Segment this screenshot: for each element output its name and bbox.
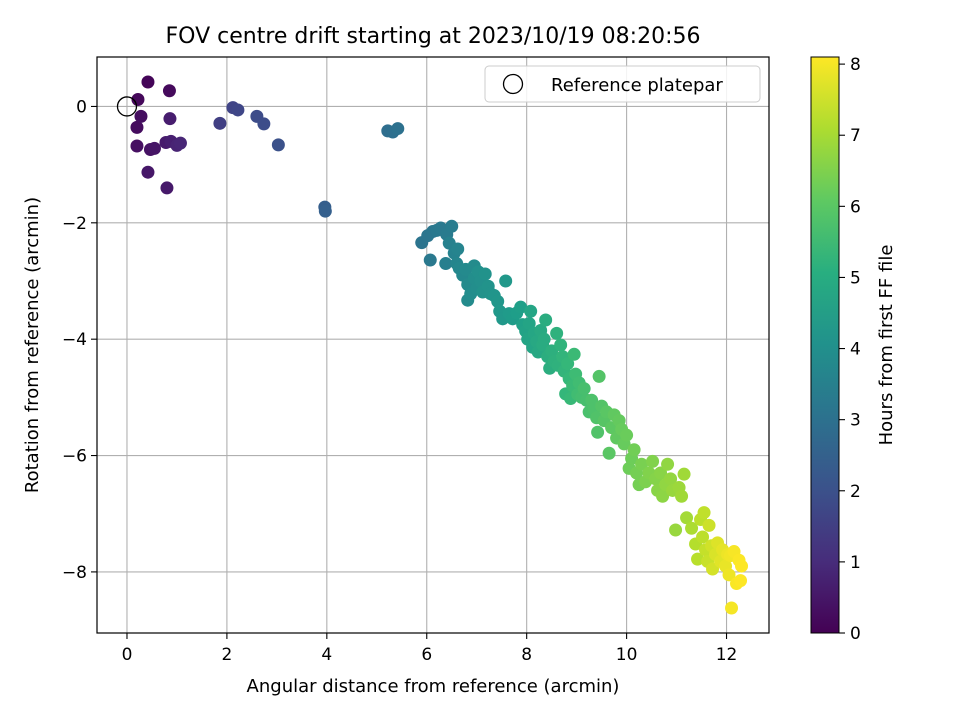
data-point: [696, 530, 710, 544]
data-point: [130, 139, 144, 153]
data-point: [141, 165, 155, 179]
legend-box: [484, 65, 761, 103]
data-point: [669, 523, 683, 537]
data-point: [451, 242, 465, 256]
colorbar-tick-label: 3: [850, 411, 861, 431]
data-point: [491, 294, 505, 308]
data-point: [160, 181, 174, 195]
data-point: [550, 326, 564, 340]
data-point: [592, 369, 606, 383]
plot-frame: [96, 56, 770, 634]
colorbar: [810, 56, 840, 634]
x-tick-label: 0: [122, 645, 133, 665]
data-point: [173, 136, 187, 150]
data-point: [537, 332, 551, 346]
data-point: [567, 347, 581, 361]
data-point: [522, 316, 536, 330]
data-point: [163, 112, 177, 126]
y-tick-label: −8: [62, 563, 87, 583]
colorbar-tick-label: 8: [850, 55, 861, 75]
data-point: [627, 443, 641, 457]
data-point: [271, 138, 285, 152]
data-point: [656, 489, 670, 503]
data-point: [445, 219, 459, 233]
x-axis-ticks: 0 2 4 6 8 10 12: [122, 633, 738, 665]
data-point: [722, 568, 736, 582]
legend-entry-reference-platepar: Reference platepar: [551, 75, 723, 96]
y-tick-label: −2: [62, 214, 87, 234]
data-point: [725, 601, 739, 615]
data-point: [646, 454, 660, 468]
data-point: [134, 109, 148, 123]
data-point: [391, 122, 405, 136]
data-point: [602, 446, 616, 460]
colorbar-tick-label: 6: [850, 197, 861, 217]
data-point: [141, 75, 155, 89]
data-point: [702, 518, 716, 532]
data-point: [162, 84, 176, 98]
data-point: [577, 382, 591, 396]
legend-marker: [502, 73, 524, 95]
y-tick-label: 0: [76, 97, 87, 117]
data-point: [591, 425, 605, 439]
colorbar-tick-label: 0: [850, 624, 861, 644]
data-points: [130, 75, 749, 615]
data-point: [131, 92, 145, 106]
x-tick-label: 12: [716, 645, 738, 665]
data-point: [691, 552, 705, 566]
y-tick-label: −4: [62, 330, 87, 350]
data-point: [635, 457, 649, 471]
colorbar-tick-label: 2: [850, 482, 861, 502]
colorbar-ticks: 0 1 2 3 4 5 6 7 8: [839, 55, 861, 644]
data-point: [213, 116, 227, 130]
reference-platepar-point: [116, 96, 138, 117]
data-point: [554, 338, 568, 352]
data-point: [735, 559, 749, 573]
y-tick-label: −6: [62, 447, 87, 467]
data-point: [685, 521, 699, 535]
data-point: [680, 511, 694, 525]
colorbar-tick-label: 7: [850, 126, 861, 146]
x-tick-label: 10: [616, 645, 638, 665]
data-point: [664, 472, 678, 486]
x-tick-label: 4: [321, 645, 332, 665]
x-axis-label: Angular distance from reference (arcmin): [247, 676, 620, 697]
y-axis-ticks: 0 −2 −4 −6 −8: [62, 97, 97, 583]
reference-marker: [116, 96, 138, 117]
data-point: [661, 457, 675, 471]
data-point: [130, 120, 144, 134]
data-point: [423, 253, 437, 267]
colorbar-tick-label: 4: [850, 340, 861, 360]
data-point: [677, 467, 691, 481]
chart-title: FOV centre drift starting at 2023/10/19 …: [166, 24, 701, 49]
data-point: [654, 466, 668, 480]
data-point: [561, 357, 575, 371]
colorbar-label: Hours from first FF file: [876, 245, 897, 446]
x-tick-label: 8: [521, 645, 532, 665]
data-point: [514, 300, 528, 314]
colorbar-tick-label: 1: [850, 553, 861, 573]
colorbar-tick-label: 5: [850, 268, 861, 288]
plot-grid: [97, 57, 769, 633]
data-point: [539, 313, 553, 327]
legend: Reference platepar: [484, 65, 761, 103]
data-point: [439, 257, 453, 271]
x-tick-label: 6: [421, 645, 432, 665]
data-point: [734, 574, 748, 588]
data-point: [478, 267, 492, 281]
data-point: [147, 141, 161, 155]
data-point: [675, 489, 689, 503]
data-point: [620, 428, 634, 442]
data-point: [697, 506, 711, 520]
data-point: [318, 204, 332, 218]
y-axis-label: Rotation from reference (arcmin): [22, 197, 43, 493]
x-tick-label: 2: [221, 645, 232, 665]
data-point: [524, 304, 538, 318]
data-point: [499, 274, 513, 288]
data-point: [257, 117, 271, 131]
data-point: [231, 103, 245, 117]
